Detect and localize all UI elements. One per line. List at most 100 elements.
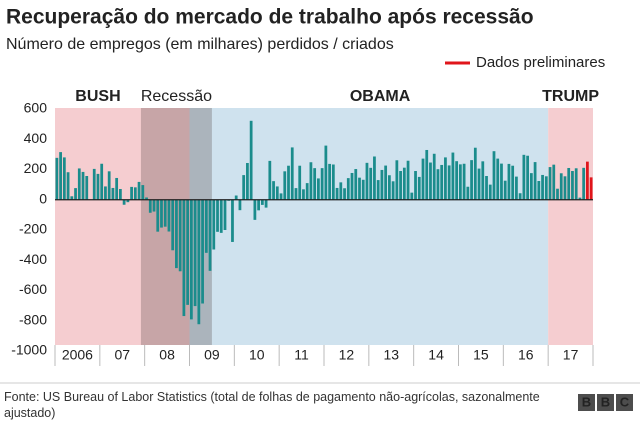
bar <box>246 162 249 200</box>
x-tick-label: 09 <box>204 347 220 363</box>
period-band <box>55 108 190 345</box>
bar <box>384 165 388 200</box>
bar <box>189 199 193 320</box>
bar <box>503 180 507 200</box>
bar <box>477 168 481 200</box>
bar <box>197 199 201 325</box>
x-tick-label: 12 <box>339 347 355 363</box>
bar <box>156 199 160 232</box>
bar <box>369 167 373 200</box>
bar <box>193 199 197 307</box>
source-box: Fonte: US Bureau of Labor Statistics (to… <box>4 390 540 420</box>
logo-box <box>578 394 595 411</box>
x-tick-label: 14 <box>428 347 444 363</box>
bar <box>208 199 212 271</box>
bar <box>578 197 582 200</box>
source: Fonte: US Bureau of Labor Statistics (to… <box>4 390 540 420</box>
bar <box>238 199 242 211</box>
bar <box>350 172 354 200</box>
bar <box>305 183 309 200</box>
bar <box>339 182 343 200</box>
bar <box>234 195 238 200</box>
bar <box>522 154 526 200</box>
bar <box>130 186 133 200</box>
bar <box>515 176 518 200</box>
bar <box>571 171 574 200</box>
bar <box>440 164 444 200</box>
bar <box>272 181 275 200</box>
bar <box>313 168 317 200</box>
y-tick-label: 0 <box>39 190 47 206</box>
y-tick-label: 200 <box>24 160 48 176</box>
y-tick-label: -800 <box>19 311 47 327</box>
bar <box>376 180 380 200</box>
period-label: TRUMP <box>542 88 599 105</box>
logo-letter: C <box>620 394 630 409</box>
chart-subtitle: Número de empregos (em milhares) perdido… <box>6 36 394 53</box>
bar <box>331 164 335 200</box>
bar <box>511 165 515 200</box>
x-tick-label: 11 <box>294 347 309 363</box>
bar <box>488 184 492 200</box>
bar <box>373 156 376 200</box>
logo-letter: B <box>582 394 591 409</box>
bar <box>133 187 137 200</box>
bar <box>126 199 130 203</box>
legend-label: Dados preliminares <box>476 54 605 71</box>
bar <box>414 171 417 200</box>
bar <box>492 151 496 200</box>
bar <box>324 145 328 200</box>
bar <box>249 120 253 200</box>
bar <box>507 163 511 200</box>
bar <box>365 162 369 200</box>
bar <box>122 199 126 205</box>
y-tick-label: -600 <box>19 281 47 297</box>
bar <box>485 176 488 200</box>
bar <box>111 187 115 200</box>
bar <box>563 176 567 200</box>
x-tick-label: 2006 <box>62 347 93 363</box>
bar <box>231 199 234 242</box>
bar <box>74 188 77 200</box>
bar <box>81 171 85 200</box>
bar <box>361 179 365 200</box>
bar <box>118 189 122 200</box>
bar <box>317 178 320 200</box>
bar <box>145 197 148 200</box>
bar <box>92 168 96 200</box>
x-tick-label: 17 <box>563 347 579 363</box>
bar <box>447 165 451 200</box>
bar <box>204 199 208 253</box>
bar <box>470 160 473 200</box>
bar <box>425 149 429 200</box>
bar <box>567 167 571 200</box>
bar <box>458 164 462 200</box>
bar <box>175 199 178 269</box>
bar <box>148 199 152 213</box>
bar <box>387 175 391 200</box>
bar <box>55 157 59 200</box>
bar <box>406 160 410 200</box>
bar <box>298 165 302 200</box>
period-band <box>548 108 593 345</box>
x-tick-label: 15 <box>473 347 489 363</box>
bar <box>380 169 384 200</box>
bar <box>544 176 548 200</box>
bar <box>462 163 466 200</box>
x-tick-label: 08 <box>159 347 175 363</box>
bar <box>275 186 279 200</box>
bar <box>402 167 406 200</box>
bar <box>533 162 537 200</box>
bar <box>586 161 589 200</box>
bar <box>62 157 66 200</box>
bar <box>417 176 421 200</box>
bar <box>152 199 156 212</box>
bar <box>160 199 163 228</box>
bar <box>171 199 175 251</box>
bar <box>391 181 395 200</box>
bar <box>283 171 287 200</box>
bar <box>432 153 436 200</box>
bar <box>178 199 182 272</box>
bar <box>279 193 283 200</box>
